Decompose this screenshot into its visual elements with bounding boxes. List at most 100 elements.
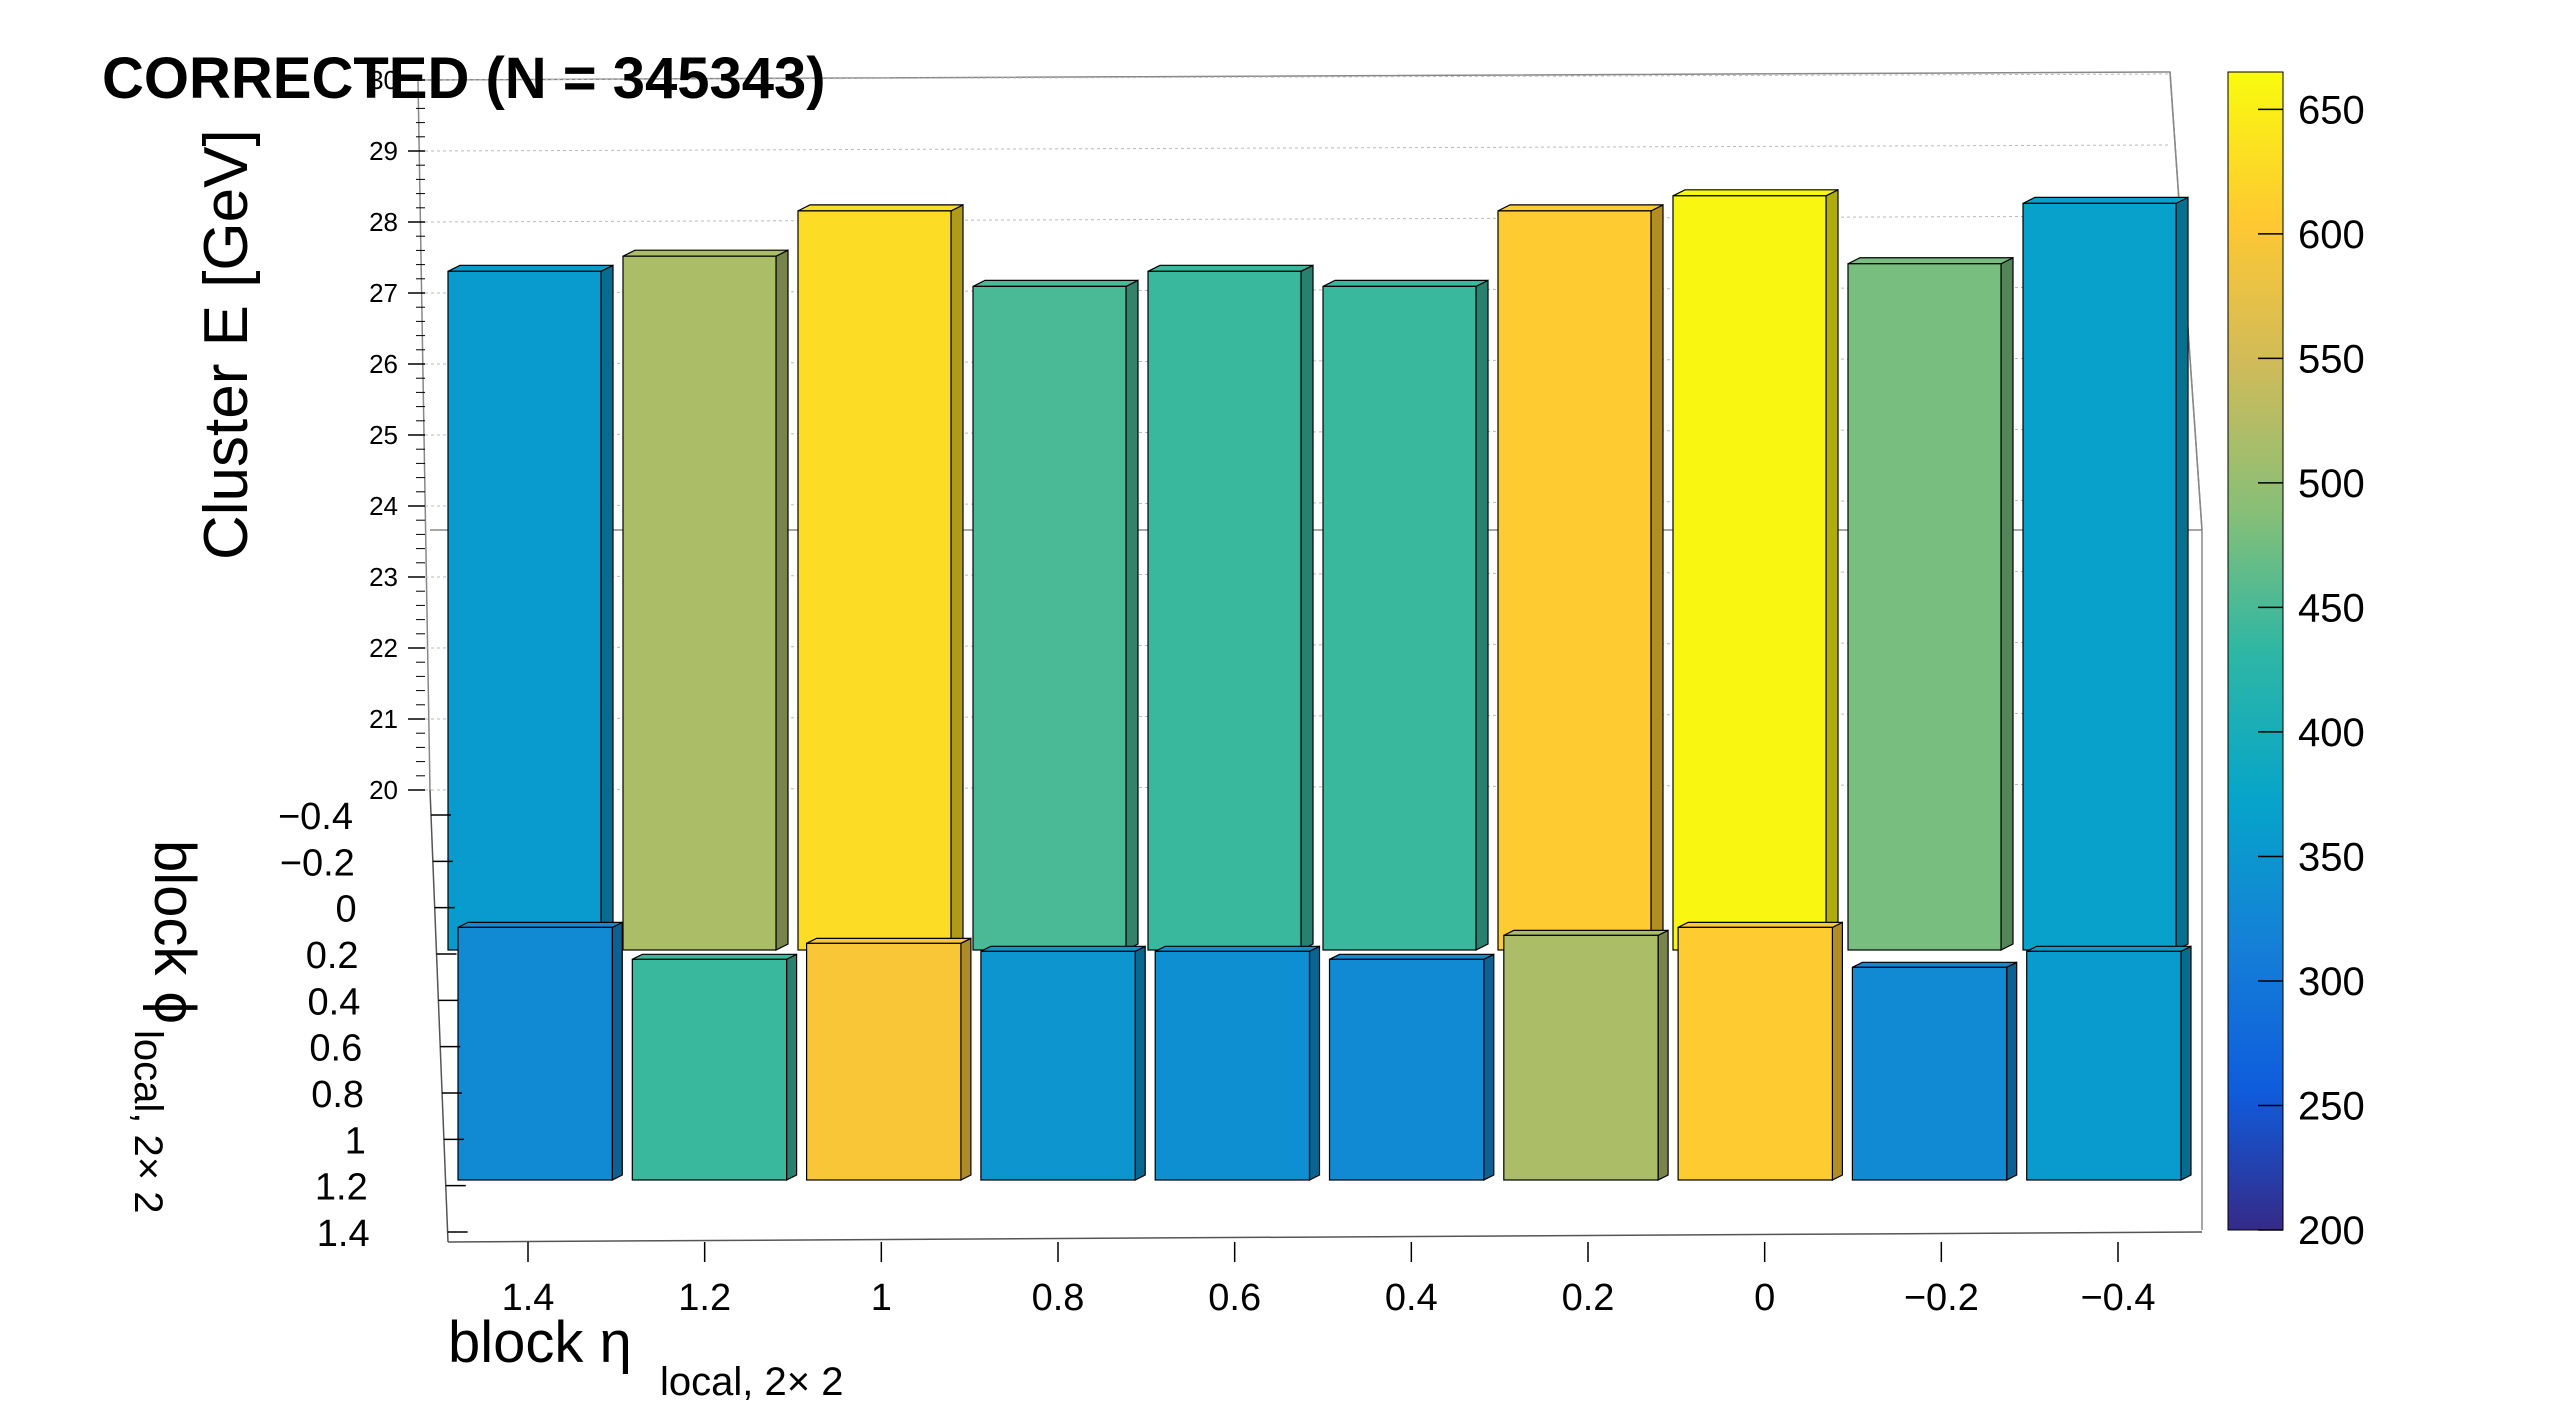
x-tick-label: 0.4 bbox=[1385, 1277, 1438, 1319]
z-tick-label: 25 bbox=[369, 420, 398, 450]
colorbar-tick-label: 500 bbox=[2298, 462, 2365, 506]
z-tick-label: 30 bbox=[369, 65, 398, 95]
y-axis: −0.4−0.2 00.20.4 0.60.81 1.21.4 bbox=[278, 796, 468, 1255]
bar-side bbox=[611, 921, 623, 1181]
y-axis-title: block ϕ local, 2× 2 bbox=[126, 840, 207, 1213]
bar-top bbox=[972, 279, 1139, 287]
bar-front bbox=[447, 270, 602, 951]
y-tick-label: 0.8 bbox=[311, 1074, 364, 1116]
bar-front bbox=[1672, 195, 1827, 951]
bar-front bbox=[1322, 285, 1477, 951]
colorbar-tick-label: 250 bbox=[2298, 1084, 2365, 1128]
x-tick-label: −0.4 bbox=[2080, 1277, 2155, 1319]
x-axis-title-sub: local, 2× 2 bbox=[660, 1360, 843, 1404]
bar-top bbox=[1497, 204, 1664, 212]
bar-back bbox=[1847, 256, 2014, 951]
bar-back bbox=[1147, 264, 1314, 951]
z-gridline bbox=[424, 73, 2171, 81]
bar-top bbox=[447, 264, 614, 272]
bar-front bbox=[2022, 202, 2177, 951]
bar-top bbox=[1329, 953, 1495, 960]
z-tick-label: 23 bbox=[369, 562, 398, 592]
y-axis-title-main: block ϕ bbox=[142, 840, 207, 1024]
x-tick-label: 0 bbox=[1754, 1277, 1775, 1319]
bar-front-row bbox=[1677, 921, 1844, 1181]
bar-side bbox=[2000, 256, 2014, 951]
x-tick-label: −0.2 bbox=[1904, 1277, 1979, 1319]
bar-side bbox=[775, 249, 789, 951]
bar-front bbox=[1847, 263, 2002, 951]
x-tick-label: 1.4 bbox=[502, 1277, 555, 1319]
bar-side bbox=[2180, 945, 2192, 1181]
x-axis-title-main: block η bbox=[448, 1310, 632, 1375]
bar-front bbox=[1328, 958, 1485, 1181]
colorbar-tick-label: 450 bbox=[2298, 586, 2365, 630]
z-axis: 20 21 22 23 24 25 26 27 28 29 30 bbox=[369, 65, 425, 805]
bar-top bbox=[797, 204, 964, 212]
bar-top bbox=[2022, 196, 2189, 204]
bar-top bbox=[1503, 929, 1669, 936]
colorbar-tick-label: 400 bbox=[2298, 711, 2365, 755]
z-tick-label: 28 bbox=[369, 207, 398, 237]
bar-front bbox=[1503, 934, 1659, 1181]
y-tick-label: −0.4 bbox=[278, 796, 353, 838]
bar-front bbox=[972, 285, 1127, 951]
bar-back bbox=[972, 279, 1139, 951]
chart-title: CORRECTED (N = 345343) bbox=[102, 46, 826, 111]
z-tick-label: 20 bbox=[369, 775, 398, 805]
bar-front bbox=[1497, 210, 1652, 951]
bar-side bbox=[960, 937, 972, 1181]
z-tick-label: 29 bbox=[369, 136, 398, 166]
bar-front bbox=[980, 950, 1136, 1181]
x-tick-label: 1.2 bbox=[678, 1277, 731, 1319]
bar-front bbox=[1677, 926, 1833, 1181]
bar-back bbox=[447, 264, 614, 951]
bar-front-row bbox=[457, 921, 623, 1181]
bar-side bbox=[1475, 279, 1489, 951]
bar-front-row bbox=[1503, 929, 1669, 1181]
bar-top bbox=[622, 249, 789, 257]
bar-front-row bbox=[631, 953, 798, 1181]
y-tick-label: 1.4 bbox=[317, 1213, 370, 1255]
colorbar-tick-label: 650 bbox=[2298, 88, 2365, 132]
z-gridline bbox=[424, 215, 2171, 223]
bar-front bbox=[2026, 950, 2182, 1181]
bar-front-row bbox=[1328, 953, 1495, 1181]
y-tick-label: 0.6 bbox=[309, 1028, 362, 1070]
y-tick-label: 0.4 bbox=[308, 981, 361, 1023]
bar-top bbox=[1154, 945, 1320, 952]
bar-front-row bbox=[980, 945, 1146, 1181]
x-tick-label: 0.6 bbox=[1208, 1277, 1261, 1319]
bar-side bbox=[1650, 203, 1664, 951]
y-tick-label: 0 bbox=[336, 889, 357, 931]
bar-back bbox=[2022, 196, 2189, 951]
bar-back bbox=[1322, 279, 1489, 951]
colorbar-ticks: 200 250 300 350 400 450 500 550 600 650 bbox=[2258, 88, 2365, 1253]
bar-side bbox=[600, 264, 614, 951]
bar-front bbox=[797, 210, 952, 951]
colorbar bbox=[2227, 71, 2284, 1231]
bar-front-row bbox=[805, 937, 972, 1181]
bar-front bbox=[1154, 950, 1311, 1181]
z-gridline bbox=[424, 144, 2171, 152]
x-tick-label: 0.2 bbox=[1562, 1277, 1615, 1319]
bar-top bbox=[2026, 945, 2192, 952]
y-tick-label: 1 bbox=[345, 1120, 366, 1162]
y-axis-title-sub: local, 2× 2 bbox=[126, 1030, 170, 1213]
colorbar-tick-label: 350 bbox=[2298, 835, 2365, 879]
bar-front-row bbox=[1154, 945, 1321, 1181]
bar-side bbox=[2175, 196, 2189, 951]
bar-front bbox=[622, 255, 777, 951]
bar-front-row bbox=[1851, 961, 2018, 1181]
bar-back bbox=[1497, 203, 1664, 951]
colorbar-tick-label: 550 bbox=[2298, 337, 2365, 381]
bar-side bbox=[1657, 929, 1669, 1181]
x-tick-label: 1 bbox=[871, 1277, 892, 1319]
bar-front-row bbox=[2026, 945, 2192, 1181]
z-axis-title: Cluster E [GeV] bbox=[192, 129, 261, 560]
bar-top bbox=[1672, 189, 1839, 197]
bar-top bbox=[1847, 257, 2014, 265]
y-tick-label: 1.2 bbox=[315, 1167, 368, 1209]
x-axis: 1.4 1.2 1 0.8 0.6 0.4 0.2 0 −0.2 −0.4 bbox=[502, 1242, 2156, 1319]
